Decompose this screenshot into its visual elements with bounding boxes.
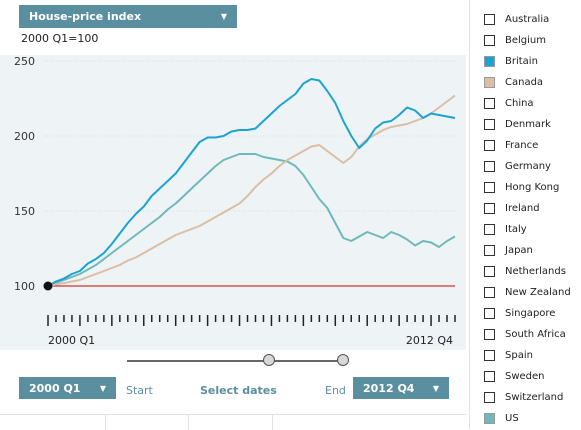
legend-item-germany[interactable]: Germany <box>484 159 551 173</box>
chevron-down-icon: ▼ <box>99 383 106 393</box>
legend-label: Sweden <box>505 370 545 382</box>
legend-item-belgium[interactable]: Belgium <box>484 33 546 47</box>
legend-item-britain[interactable]: Britain <box>484 54 538 68</box>
legend-label: Canada <box>505 76 544 88</box>
checkbox[interactable] <box>484 349 495 361</box>
checkbox[interactable] <box>484 328 495 340</box>
checkbox[interactable] <box>484 76 495 88</box>
slider-end-handle[interactable] <box>337 354 349 366</box>
legend-item-canada[interactable]: Canada <box>484 75 543 89</box>
checkbox[interactable] <box>484 34 495 46</box>
start-date-value: 2000 Q1 <box>29 381 81 395</box>
legend-item-australia[interactable]: Australia <box>484 12 549 26</box>
legend-label: Britain <box>505 55 538 67</box>
checkbox[interactable] <box>484 160 495 172</box>
checkbox[interactable] <box>484 223 495 235</box>
checkbox[interactable] <box>484 244 495 256</box>
legend-label: South Africa <box>505 328 566 340</box>
checkbox[interactable] <box>484 391 495 403</box>
legend-item-france[interactable]: France <box>484 138 538 152</box>
tab-divider <box>105 415 106 430</box>
line-chart: 50100150200250300350400450 2000 Q1 2012 … <box>14 55 460 347</box>
legend-item-italy[interactable]: Italy <box>484 222 527 236</box>
bottom-tabs <box>0 414 466 430</box>
chevron-down-icon: ▼ <box>220 12 227 21</box>
x-end-label: 2012 Q4 <box>406 334 453 347</box>
checkbox[interactable] <box>484 412 495 424</box>
legend-label: Japan <box>505 244 533 256</box>
tab-divider <box>272 415 273 430</box>
legend-label: Denmark <box>505 118 551 130</box>
checkbox[interactable] <box>484 139 495 151</box>
legend-label: New Zealand <box>505 286 571 298</box>
series-line-canada <box>47 94 456 287</box>
legend-label: US <box>505 412 519 424</box>
series-line-us <box>47 153 456 287</box>
legend-label: Italy <box>505 223 527 235</box>
checkbox[interactable] <box>484 55 495 67</box>
x-start-label: 2000 Q1 <box>48 334 95 347</box>
checkbox[interactable] <box>484 202 495 214</box>
legend-label: Germany <box>505 160 551 172</box>
y-tick-label: 200 <box>14 130 35 143</box>
indicator-dropdown[interactable]: House-price index ▼ <box>19 5 237 28</box>
checkbox[interactable] <box>484 181 495 193</box>
legend-label: Australia <box>505 13 550 25</box>
y-tick-label: 100 <box>14 280 35 293</box>
slider-start-handle[interactable] <box>263 354 275 366</box>
checkbox[interactable] <box>484 13 495 25</box>
legend-item-singapore[interactable]: Singapore <box>484 306 555 320</box>
select-dates-label: Select dates <box>200 384 277 397</box>
legend-label: Netherlands <box>505 265 566 277</box>
checkbox[interactable] <box>484 307 495 319</box>
legend-item-us[interactable]: US <box>484 411 519 425</box>
legend-label: Spain <box>505 349 533 361</box>
end-date-dropdown[interactable]: 2012 Q4 ▼ <box>353 377 449 399</box>
legend-label: Ireland <box>505 202 540 214</box>
end-label: End <box>325 384 346 397</box>
legend-label: Hong Kong <box>505 181 560 193</box>
legend-item-hong-kong[interactable]: Hong Kong <box>484 180 559 194</box>
date-range-slider[interactable] <box>127 352 349 370</box>
checkbox[interactable] <box>484 370 495 382</box>
legend-item-japan[interactable]: Japan <box>484 243 533 257</box>
legend-item-denmark[interactable]: Denmark <box>484 117 551 131</box>
start-label: Start <box>126 384 153 397</box>
checkbox[interactable] <box>484 118 495 130</box>
checkbox[interactable] <box>484 286 495 298</box>
panel-divider <box>469 0 470 429</box>
y-tick-label: 250 <box>14 55 35 68</box>
tab-divider <box>188 415 189 430</box>
y-tick-label: 150 <box>14 205 35 218</box>
legend-item-china[interactable]: China <box>484 96 534 110</box>
start-date-dropdown[interactable]: 2000 Q1 ▼ <box>19 377 116 399</box>
legend-item-new-zealand[interactable]: New Zealand <box>484 285 571 299</box>
legend-item-netherlands[interactable]: Netherlands <box>484 264 566 278</box>
chevron-down-icon: ▼ <box>432 383 439 393</box>
slider-track[interactable] <box>127 360 345 362</box>
legend-label: France <box>505 139 539 151</box>
end-date-value: 2012 Q4 <box>363 381 415 395</box>
legend-label: Singapore <box>505 307 556 319</box>
legend-label: China <box>505 97 534 109</box>
chart-subtitle: 2000 Q1=100 <box>21 32 99 45</box>
checkbox[interactable] <box>484 265 495 277</box>
indicator-label: House-price index <box>29 10 142 23</box>
legend-label: Belgium <box>505 34 546 46</box>
legend-item-ireland[interactable]: Ireland <box>484 201 540 215</box>
start-marker <box>43 281 53 291</box>
legend-item-sweden[interactable]: Sweden <box>484 369 545 383</box>
series-line-britain <box>47 78 456 287</box>
legend-item-south-africa[interactable]: South Africa <box>484 327 566 341</box>
legend-item-switzerland[interactable]: Switzerland <box>484 390 563 404</box>
legend-label: Switzerland <box>505 391 564 403</box>
chart-area: 50100150200250300350400450 2000 Q1 2012 … <box>0 55 466 350</box>
legend-item-spain[interactable]: Spain <box>484 348 533 362</box>
checkbox[interactable] <box>484 97 495 109</box>
